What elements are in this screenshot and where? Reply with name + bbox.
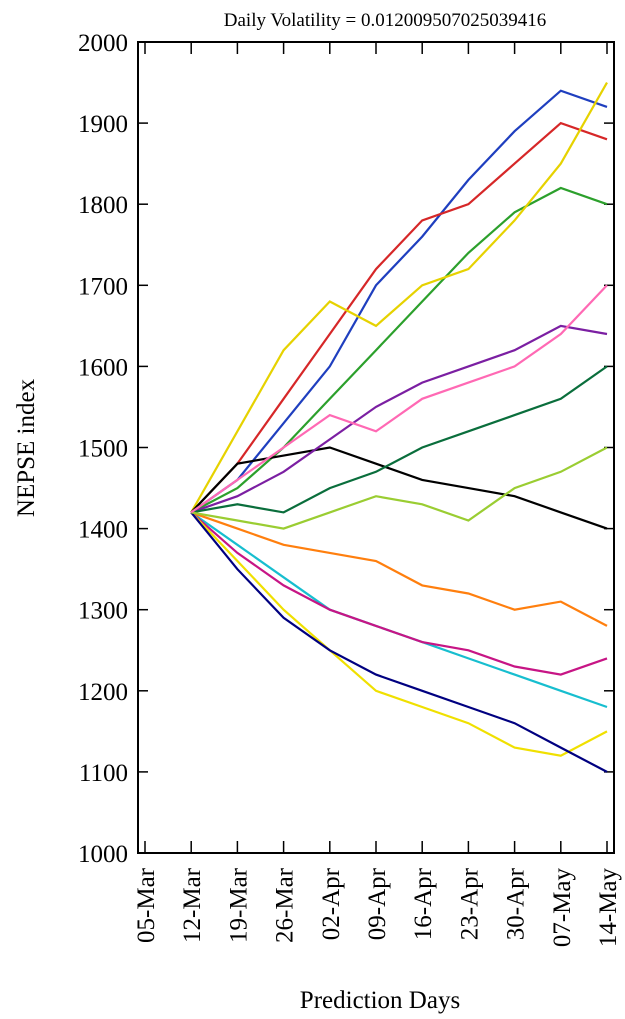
- y-tick-label: 1900: [78, 111, 128, 138]
- x-tick-label: 23-Apr: [456, 867, 483, 940]
- series-line: [190, 284, 608, 514]
- y-tick-label: 1600: [78, 354, 128, 381]
- series-line: [190, 82, 608, 513]
- series-line: [190, 511, 608, 709]
- series-line: [190, 511, 608, 676]
- series-line: [190, 324, 608, 514]
- y-tick-label: 1100: [79, 760, 128, 787]
- y-tick-label: 1800: [78, 192, 128, 219]
- series-line: [190, 186, 608, 514]
- y-tick-label: 1000: [78, 841, 128, 868]
- x-tick-label: 07-May: [549, 868, 576, 948]
- plot-frame: [137, 41, 615, 854]
- x-tick-label: 19-Mar: [225, 867, 252, 943]
- y-tick-label: 1700: [78, 273, 128, 300]
- series-line: [190, 121, 608, 514]
- y-tick-label: 1500: [78, 436, 128, 463]
- x-tick-label: 05-Mar: [133, 867, 160, 943]
- chart-title: Daily Volatility = 0.012009507025039416: [224, 10, 546, 31]
- x-tick-label: 09-Apr: [364, 867, 391, 940]
- x-axis-label: Prediction Days: [300, 987, 460, 1014]
- series-line: [191, 365, 608, 514]
- x-tick-label: 30-Apr: [503, 867, 530, 940]
- y-tick-label: 2000: [78, 30, 128, 57]
- series-line: [190, 89, 608, 514]
- x-tick-label: 16-Apr: [410, 867, 437, 940]
- y-axis-label: NEPSE index: [13, 378, 40, 517]
- y-tick-label: 1300: [78, 598, 128, 625]
- y-tick-label: 1200: [78, 679, 128, 706]
- x-tick-label: 26-Mar: [272, 867, 299, 943]
- series-line: [190, 446, 608, 530]
- series-line: [190, 511, 608, 773]
- y-tick-label: 1400: [78, 517, 128, 544]
- series-line: [190, 511, 608, 757]
- series-line: [190, 511, 608, 627]
- x-tick-label: 14-May: [595, 868, 622, 948]
- x-tick-label: 12-Mar: [179, 867, 206, 943]
- series-line: [191, 446, 608, 530]
- x-tick-label: 02-Apr: [318, 867, 345, 940]
